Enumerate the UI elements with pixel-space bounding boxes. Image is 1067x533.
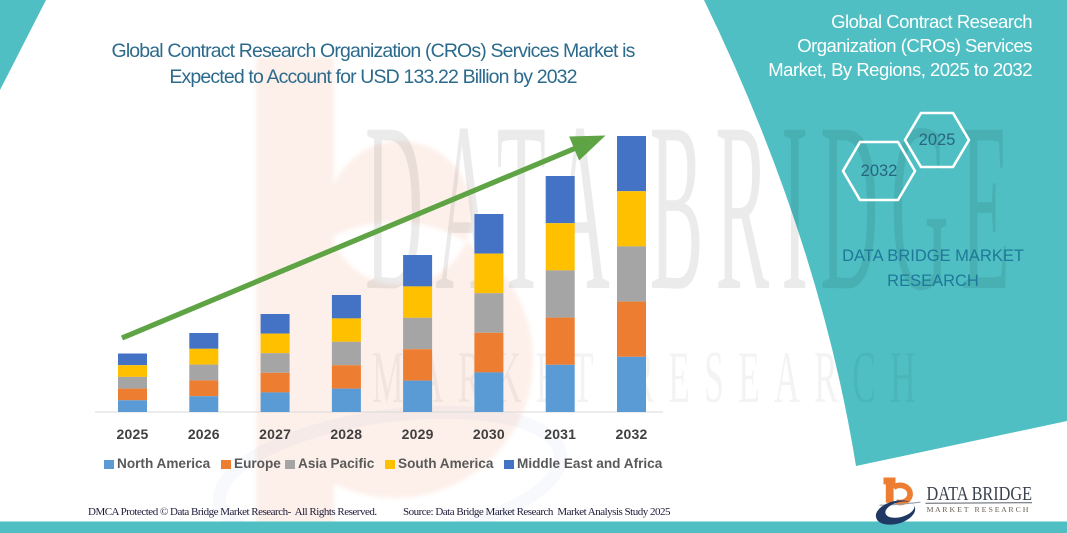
svg-text:MARKET RESEARCH: MARKET RESEARCH — [372, 336, 930, 419]
svg-text:DATA BRIDGE: DATA BRIDGE — [365, 72, 1022, 340]
svg-text:M A R K E T R E S E A R C H: M A R K E T R E S E A R C H — [927, 506, 1029, 514]
svg-text:DATA BRIDGE: DATA BRIDGE — [927, 483, 1033, 505]
